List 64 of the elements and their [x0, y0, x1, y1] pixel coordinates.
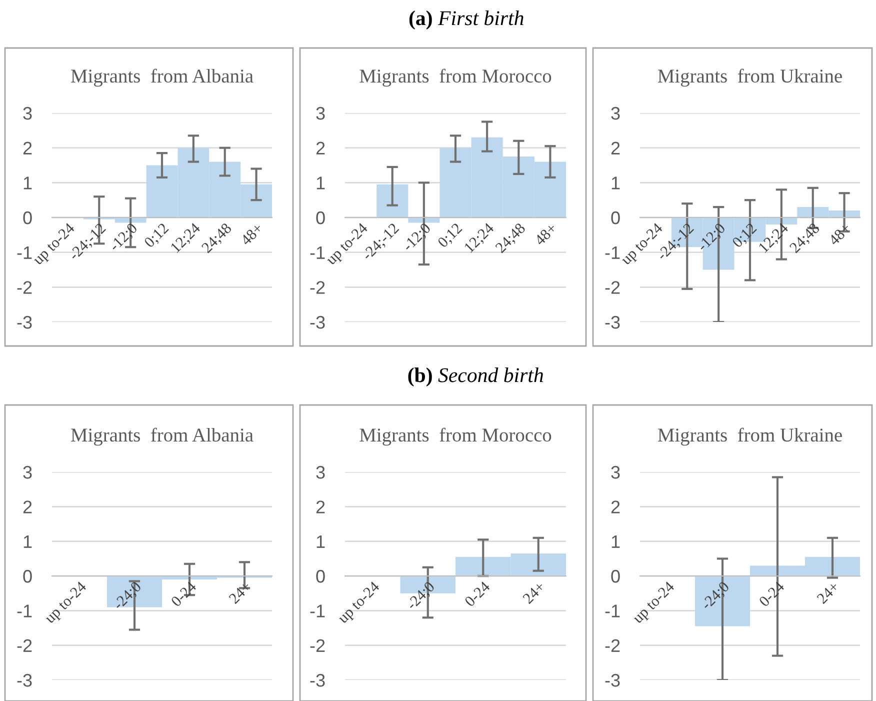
y-tick-label: -3 [310, 674, 325, 687]
y-tick-label: -3 [310, 316, 325, 329]
chart-title: Migrants from Albania [71, 428, 254, 446]
y-tick-label: 1 [612, 176, 620, 190]
chart-title: Migrants from Ukraine [658, 428, 842, 446]
y-tick-label: 3 [611, 466, 620, 479]
text: (a) First birth [409, 10, 524, 30]
y-tick-label: -1 [310, 604, 325, 618]
x-tick-label: 48+ [240, 222, 264, 246]
x-tick-label: 24+ [522, 581, 546, 604]
x-tick-label: 0-24 [464, 580, 491, 608]
y-tick-label: -3 [605, 674, 620, 687]
y-tick-label: 0 [316, 570, 325, 583]
bar [695, 576, 750, 626]
y-tick-label: 2 [316, 500, 325, 514]
y-tick-label: 0 [611, 570, 620, 583]
y-tick-label: 1 [612, 535, 620, 548]
x-tick-label: 0-24 [758, 580, 785, 608]
y-tick-label: 0 [316, 211, 325, 224]
x-tick-label: 48+ [534, 222, 558, 246]
chart-title: Migrants from Morocco [360, 428, 552, 446]
x-tick-label: 24+ [816, 581, 840, 604]
y-tick-label: 2 [23, 500, 32, 514]
y-tick-label: -3 [17, 316, 32, 329]
y-tick-label: 2 [611, 142, 620, 154]
y-tick-label: -2 [605, 639, 620, 652]
y-tick-label: -2 [605, 281, 620, 294]
y-tick-label: -1 [605, 604, 620, 618]
y-tick-label: 1 [24, 176, 32, 190]
chart-title: Migrants from Ukraine [658, 68, 842, 87]
y-tick-label: -1 [17, 604, 32, 618]
chart-title: Migrants from Morocco [360, 68, 552, 87]
x-tick-label: 0;12 [437, 222, 464, 250]
y-tick-label: -1 [17, 246, 32, 259]
x-tick-label: 24+ [228, 581, 252, 604]
y-tick-label: 1 [316, 176, 325, 190]
y-tick-label: -1 [605, 246, 620, 259]
y-tick-label: 1 [24, 535, 32, 548]
y-tick-label: 2 [611, 500, 620, 514]
y-tick-label: 0 [23, 211, 32, 224]
y-tick-label: -1 [310, 246, 325, 259]
y-tick-label: 2 [316, 142, 325, 154]
y-tick-label: -2 [310, 639, 325, 652]
x-tick-label: 0-24 [170, 580, 197, 608]
x-tick-label: 48+ [828, 222, 852, 246]
y-tick-label: 3 [611, 106, 620, 120]
y-tick-label: 1 [316, 535, 325, 548]
y-tick-label: 3 [316, 466, 325, 479]
chart-title: Migrants from Albania [71, 68, 254, 87]
text: (b) Second birth [408, 368, 544, 386]
y-tick-label: 0 [611, 211, 620, 224]
y-tick-label: -2 [17, 639, 32, 652]
x-tick-label: 0;12 [144, 222, 171, 250]
y-tick-label: 0 [23, 570, 32, 583]
y-tick-label: -3 [605, 316, 620, 329]
y-tick-label: 2 [23, 142, 32, 154]
y-tick-label: 3 [23, 466, 32, 479]
bar [376, 184, 408, 218]
y-tick-label: -3 [17, 674, 32, 687]
y-tick-label: 3 [316, 106, 325, 120]
y-tick-label: -2 [310, 281, 325, 294]
y-tick-label: 3 [23, 106, 32, 120]
x-tick-label: 0;12 [732, 222, 759, 250]
y-tick-label: -2 [17, 281, 32, 294]
